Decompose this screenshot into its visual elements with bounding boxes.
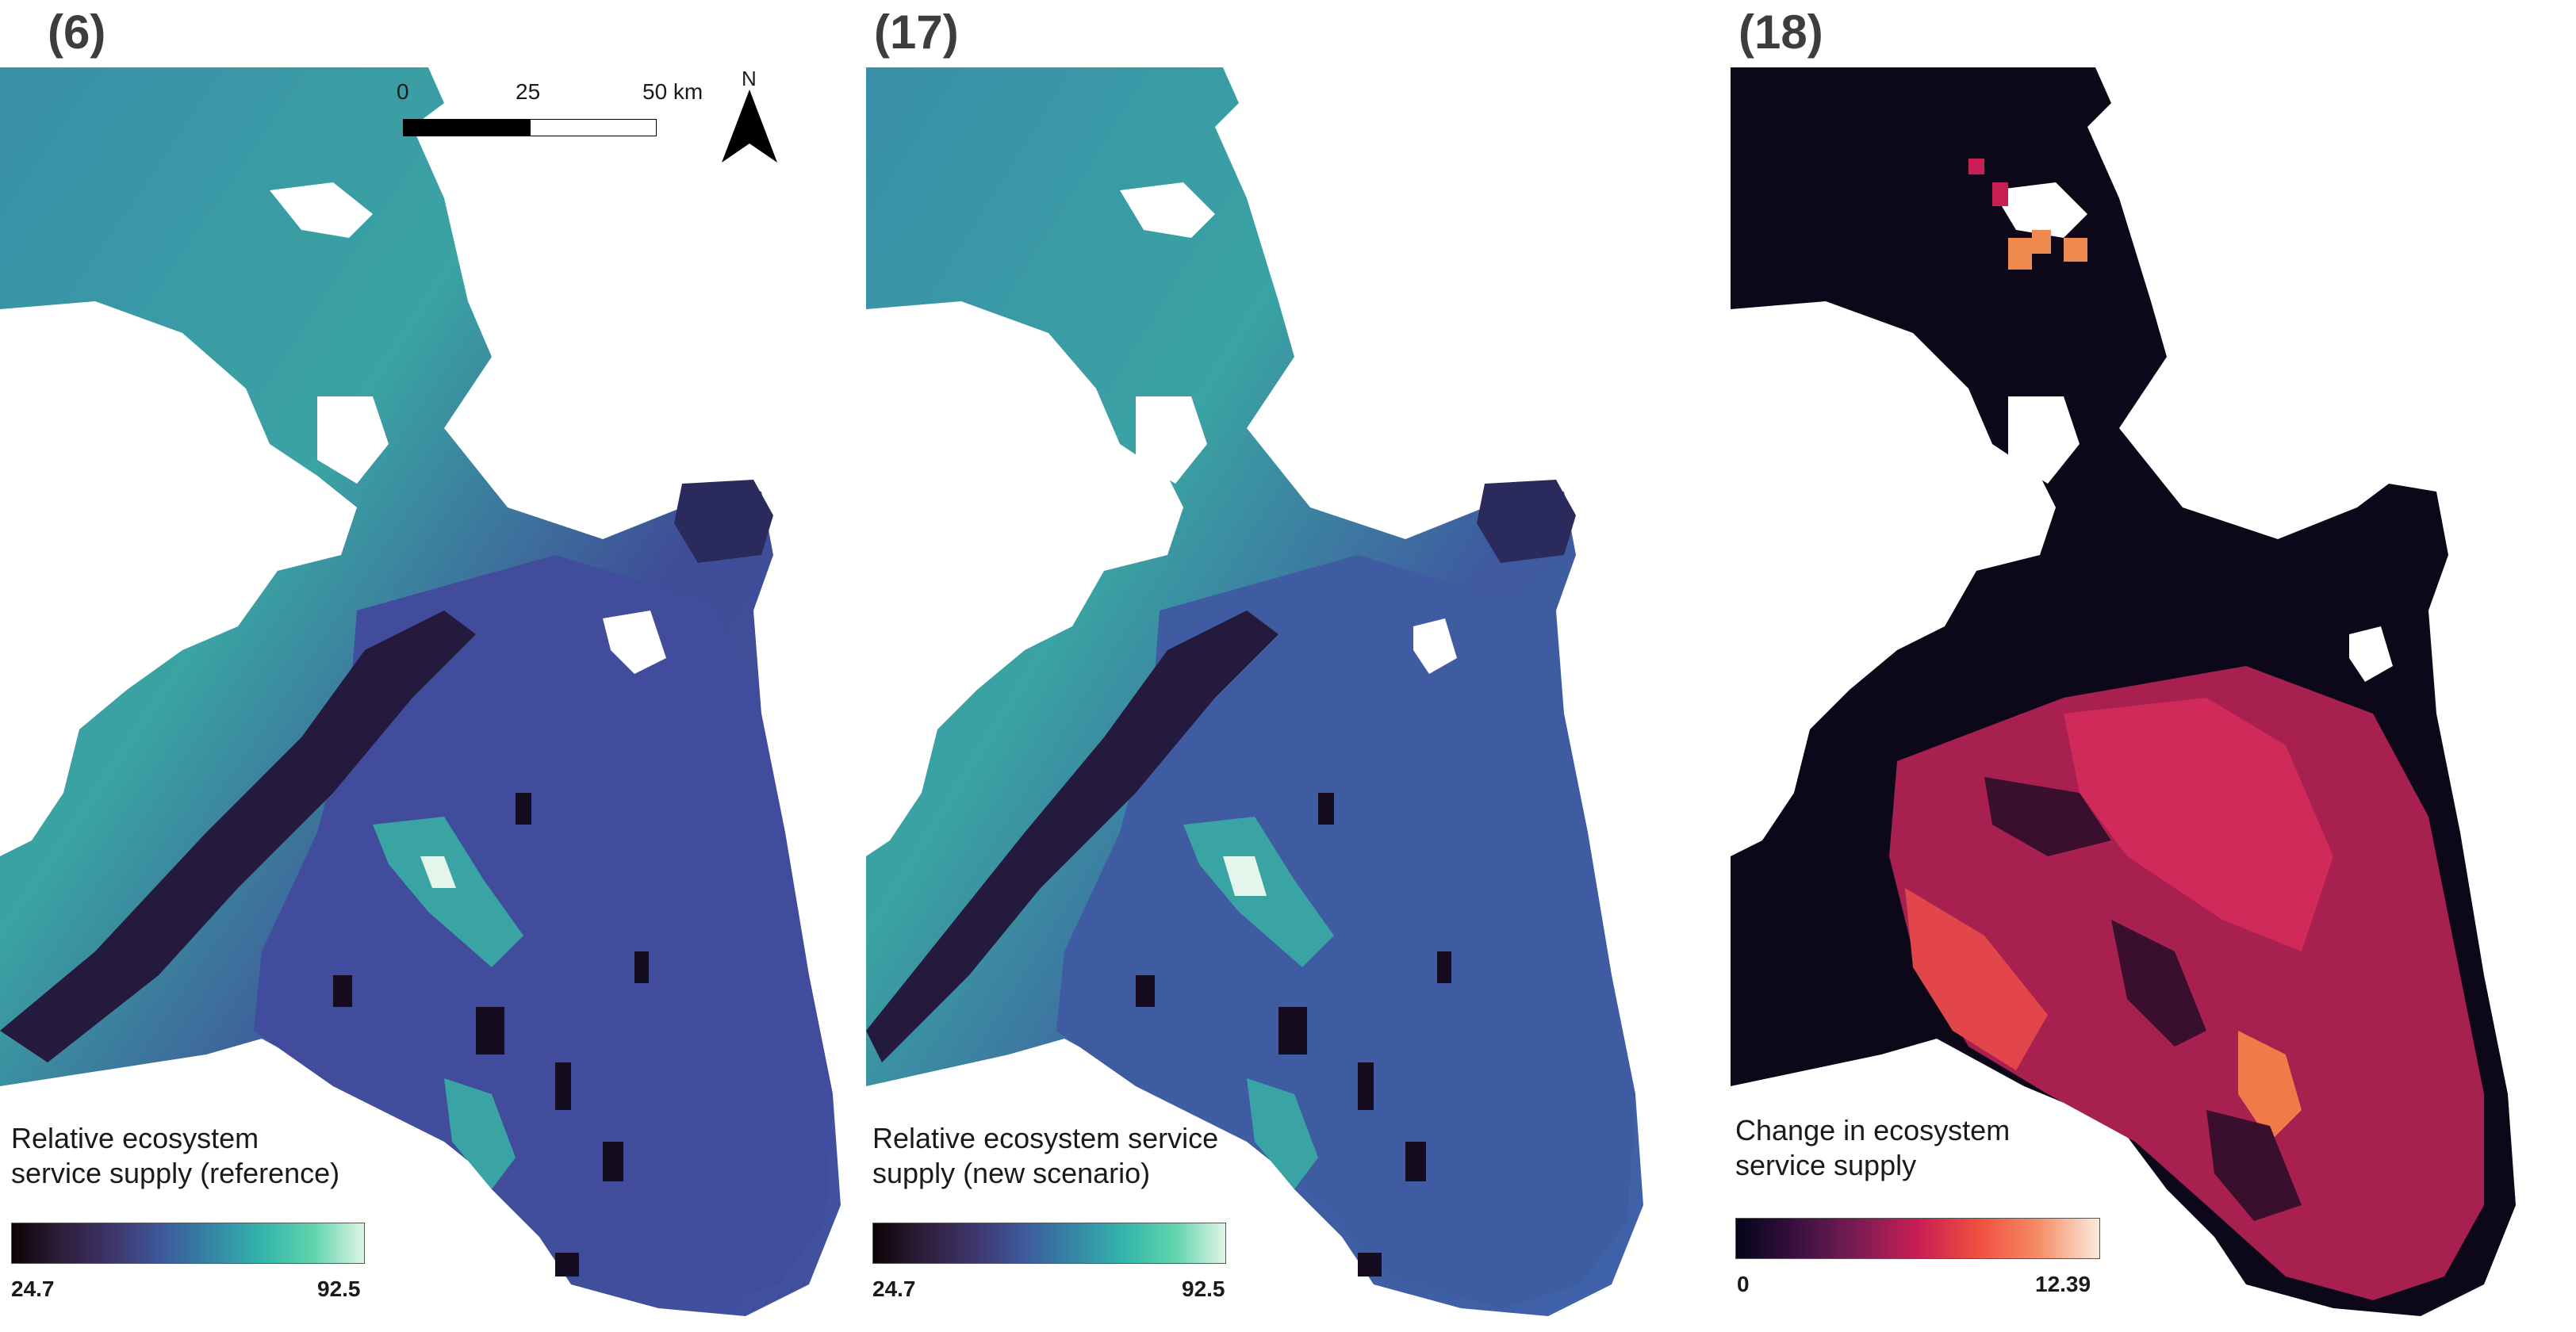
scale-tick-50: 50 km [642, 79, 703, 104]
scale-bar [403, 119, 657, 136]
north-label: N [742, 67, 757, 90]
legend-title: Relative ecosystem service supply (new s… [872, 1122, 1219, 1189]
legend-title: Relative ecosystem service supply (refer… [11, 1122, 340, 1189]
panel-label: (18) [1738, 6, 1823, 59]
map-raster [866, 67, 1643, 1316]
map-panel-change: (18) Change in ecosystem service supply … [1731, 0, 2576, 1332]
legend-colorbar [1735, 1218, 2100, 1259]
scale-tick-25: 25 [516, 79, 541, 104]
scale-tick-0: 0 [397, 79, 409, 104]
panel-label: (17) [874, 6, 959, 59]
panel-label: (6) [48, 6, 106, 59]
dark-specks [333, 793, 649, 1276]
dark-channel [866, 610, 1278, 1062]
map-panel-reference: (6) [0, 0, 857, 1332]
legend-max: 92.5 [1182, 1276, 1225, 1301]
map-raster [1731, 67, 2516, 1316]
legend-max: 12.39 [2035, 1272, 2091, 1296]
legend-min: 24.7 [11, 1276, 55, 1301]
legend-colorbar [872, 1223, 1226, 1264]
dark-specks [1136, 793, 1451, 1276]
legend-min: 0 [1737, 1272, 1750, 1296]
legend-colorbar [11, 1223, 365, 1264]
island [0, 301, 357, 856]
island [866, 301, 1183, 856]
legend-title: Change in ecosystem service supply [1735, 1114, 2011, 1181]
legend-min: 24.7 [872, 1276, 916, 1301]
map-panel-new-scenario: (17) Relativ [866, 0, 1723, 1332]
hotspots [1968, 159, 2087, 270]
basin [1056, 555, 1635, 1308]
dark-channel [0, 610, 476, 1062]
legend-max: 92.5 [317, 1276, 361, 1301]
island [1731, 301, 2056, 856]
basin [254, 555, 833, 1308]
map-raster [0, 67, 841, 1316]
north-arrow-icon [722, 90, 777, 163]
